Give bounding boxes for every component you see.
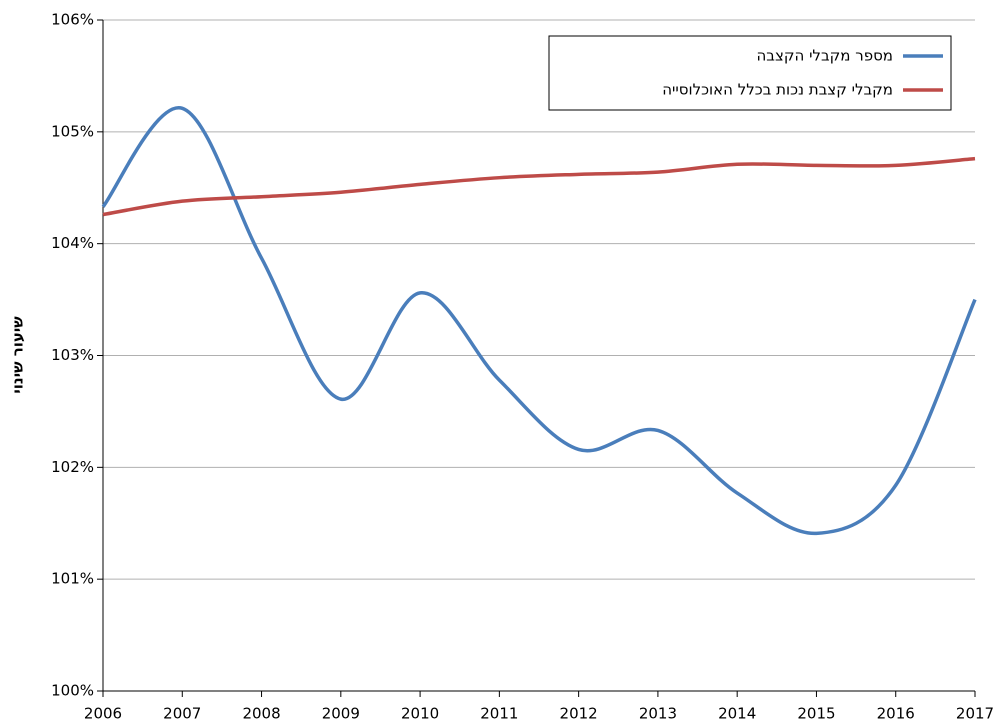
x-tick-label: 2015 bbox=[797, 705, 835, 723]
x-tick-label: 2012 bbox=[560, 705, 598, 723]
legend-label: מספר מקבלי הקצבה bbox=[757, 47, 894, 65]
x-tick-label: 2006 bbox=[84, 705, 122, 723]
y-axis-label: שיעור שינוי bbox=[9, 316, 27, 394]
y-tick-label: 105% bbox=[51, 122, 94, 140]
series-line bbox=[101, 106, 977, 536]
legend-label: מקבלי קצבת נכות בכלל האוכלוסייה bbox=[662, 81, 893, 99]
x-tick-label: 2014 bbox=[718, 705, 756, 723]
y-tick-label: 102% bbox=[51, 458, 94, 476]
series-line bbox=[102, 156, 976, 217]
x-tick-label: 2010 bbox=[401, 705, 439, 723]
y-tick-label: 103% bbox=[51, 346, 94, 364]
x-tick-label: 2017 bbox=[956, 705, 994, 723]
y-tick-label: 106% bbox=[51, 11, 94, 29]
x-tick-label: 2008 bbox=[242, 705, 280, 723]
x-tick-label: 2016 bbox=[877, 705, 915, 723]
x-tick-label: 2011 bbox=[480, 705, 518, 723]
y-tick-label: 100% bbox=[51, 682, 94, 700]
x-tick-label: 2009 bbox=[322, 705, 360, 723]
legend-box bbox=[548, 35, 952, 111]
y-tick-label: 104% bbox=[51, 234, 94, 252]
x-tick-label: 2013 bbox=[639, 705, 677, 723]
y-tick-label: 101% bbox=[51, 570, 94, 588]
x-tick-label: 2007 bbox=[163, 705, 201, 723]
